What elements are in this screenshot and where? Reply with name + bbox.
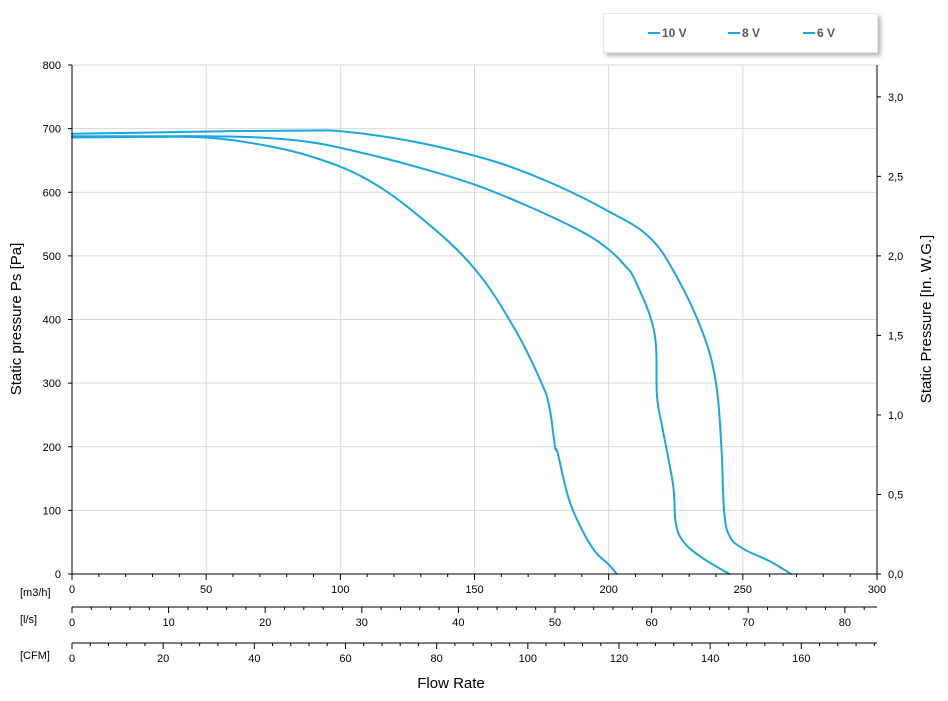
x-tick-label: 100 [519,653,537,665]
x-tick-label: 80 [839,617,851,629]
y2-axis-title: Static Pressure [In. W.G.] [918,235,935,403]
x-tick-label: 70 [742,617,754,629]
y-tick-label: 500 [43,251,61,263]
x-tick-label: 200 [599,584,617,596]
x-axis-unit-label: [m3/h] [20,587,51,599]
x-tick-label: 140 [701,653,719,665]
series-lines [71,129,793,575]
y2-tick-label: 2,0 [888,251,903,263]
legend-swatch-6v [803,32,815,34]
y2-tick-label: 1,0 [888,410,903,422]
x-tick-label: 100 [331,584,349,596]
y-tick-label: 800 [43,60,61,72]
x-axis-title: Flow Rate [417,675,485,692]
x-tick-label: 150 [465,584,483,596]
x-tick-label: 10 [162,617,174,629]
x-tick-label: 60 [339,653,351,665]
legend-item-6v: 6 V [803,25,835,41]
x-tick-label: 20 [259,617,271,629]
y-axis-title: Static pressure Ps [Pa] [8,243,25,396]
x-tick-label: 40 [452,617,464,629]
x-tick-label: 160 [792,653,810,665]
legend-label-10v: 10 V [662,26,687,40]
x-tick-label: 120 [610,653,628,665]
series-line-8v [71,135,731,575]
axes: 01002003004005006007008000,00,51,01,52,0… [20,60,903,665]
legend-swatch-8v [728,32,740,34]
x-tick-label: 50 [549,617,561,629]
y-tick-label: 600 [43,187,61,199]
legend-label-8v: 8 V [742,26,761,40]
legend-item-8v: 8 V [728,25,760,41]
x-tick-label: 0 [69,617,75,629]
y-tick-label: 400 [43,315,61,327]
y-tick-label: 100 [43,505,61,517]
y-tick-label: 200 [43,442,61,454]
y2-tick-label: 0,5 [888,489,903,501]
x-tick-label: 30 [356,617,368,629]
y-tick-label: 700 [43,124,61,136]
x-tick-label: 60 [645,617,657,629]
y2-tick-label: 1,5 [888,330,903,342]
x-tick-label: 20 [157,653,169,665]
x-tick-label: 80 [431,653,443,665]
x-tick-label: 50 [200,584,212,596]
legend: 10 V 8 V 6 V [603,13,878,53]
x-axis-unit-label: [CFM] [20,650,50,662]
x-tick-label: 250 [734,584,752,596]
series-line-6v [71,135,618,575]
y2-tick-label: 0,0 [888,569,903,581]
series-line-10v [71,129,793,575]
x-tick-label: 40 [248,653,260,665]
legend-item-10v: 10 V [648,25,687,41]
x-tick-label: 0 [69,653,75,665]
y2-tick-label: 3,0 [888,92,903,104]
grid [72,64,878,574]
y2-tick-label: 2,5 [888,171,903,183]
legend-label-6v: 6 V [817,26,836,40]
y-tick-label: 0 [55,569,61,581]
y-tick-label: 300 [43,378,61,390]
x-tick-label: 0 [69,584,75,596]
legend-swatch-10v [648,32,660,34]
x-tick-label: 300 [868,584,886,596]
x-axis-unit-label: [l/s] [20,614,37,626]
